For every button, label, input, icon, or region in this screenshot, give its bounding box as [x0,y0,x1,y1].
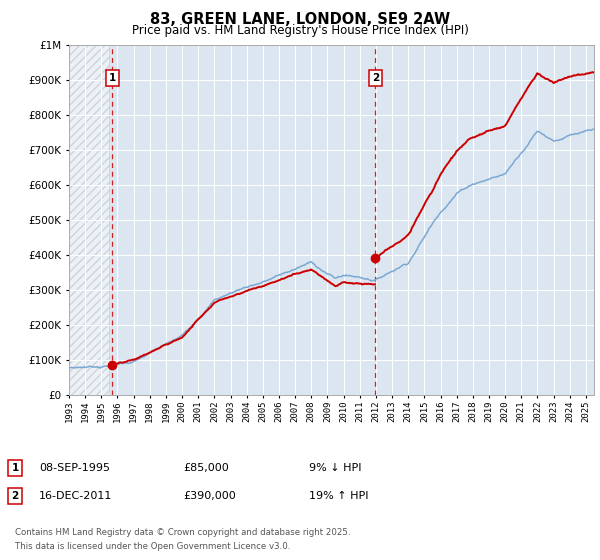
Text: This data is licensed under the Open Government Licence v3.0.: This data is licensed under the Open Gov… [15,542,290,551]
Text: 2: 2 [371,73,379,83]
Text: £390,000: £390,000 [183,491,236,501]
Text: 83, GREEN LANE, LONDON, SE9 2AW: 83, GREEN LANE, LONDON, SE9 2AW [150,12,450,27]
Text: 1: 1 [109,73,116,83]
Text: 16-DEC-2011: 16-DEC-2011 [39,491,112,501]
Bar [69,45,109,395]
Text: 9% ↓ HPI: 9% ↓ HPI [309,463,361,473]
Text: £85,000: £85,000 [183,463,229,473]
Text: Price paid vs. HM Land Registry's House Price Index (HPI): Price paid vs. HM Land Registry's House … [131,24,469,37]
Text: 2: 2 [11,491,19,501]
Text: 1: 1 [11,463,19,473]
Text: Contains HM Land Registry data © Crown copyright and database right 2025.: Contains HM Land Registry data © Crown c… [15,528,350,536]
Text: 08-SEP-1995: 08-SEP-1995 [39,463,110,473]
Text: 19% ↑ HPI: 19% ↑ HPI [309,491,368,501]
